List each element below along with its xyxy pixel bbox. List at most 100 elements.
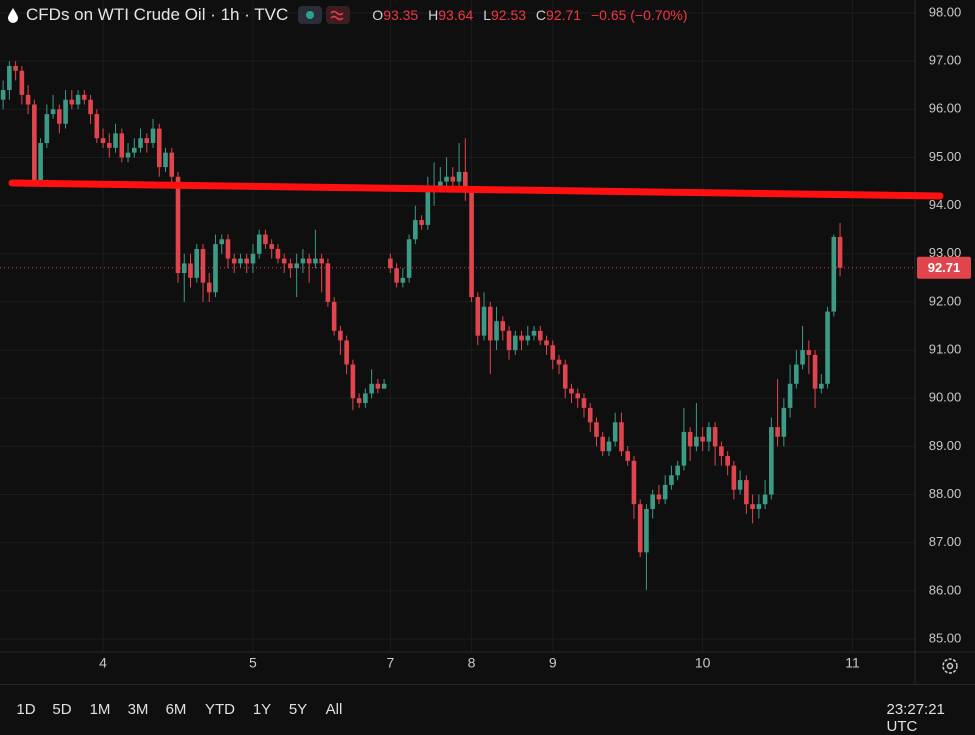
range-button[interactable]: 1Y [252,701,272,718]
candle-body [537,330,543,341]
candle-body [487,306,493,341]
candle-body [238,258,243,264]
y-tick-label: 95.00 [929,149,962,164]
candle-body [82,94,87,100]
candle-body [794,364,799,384]
y-tick-label: 87.00 [929,534,962,549]
candle-body [706,427,712,442]
candle-body [113,133,118,148]
range-button[interactable]: 5Y [288,701,308,718]
candle-body [394,268,399,283]
candle-body [331,301,337,331]
candle-body [13,65,18,71]
candle-body [756,504,762,509]
candle-body [525,335,531,341]
candle-body [0,90,6,100]
candle-body [38,143,43,182]
candle-body [44,114,50,144]
candle-body [562,364,568,389]
candle-body [25,94,31,105]
ohlc-key: C [535,7,547,23]
drop-icon [8,8,18,23]
candle-body [94,114,100,139]
candle-body [600,436,606,452]
candle-body [612,422,618,442]
candle-body [625,451,630,461]
settings-icon [942,658,958,674]
candle-body [319,258,324,264]
y-tick-label: 86.00 [929,582,962,597]
candle-body [662,484,668,500]
candle-body [581,398,587,408]
candle-body [338,330,343,341]
candle-body [156,128,162,168]
candle-body [231,258,237,264]
range-button[interactable]: All [325,701,343,718]
candle-body [800,350,805,365]
range-button[interactable]: 6M [165,701,187,718]
candle-body [150,128,156,144]
candle-body [325,263,331,302]
candle-body [57,109,62,124]
status-icons [298,6,351,24]
open-value: 93.35 [383,7,419,23]
settings-icon-core [946,662,954,670]
trend-line [8,179,944,200]
candle-body [681,431,687,466]
candle-body [100,138,106,144]
candle-body [7,65,12,91]
x-tick-label: 8 [468,655,476,671]
candle-body [400,277,406,283]
candle-body [63,99,68,124]
candle-body [456,171,462,182]
candle-body [569,388,574,394]
candle-body [269,244,274,249]
candle-body [256,234,262,254]
candle-body [50,109,56,115]
ohlc-legend: O93.35 H93.64 L92.53 C92.71 −0.65 (−0.70… [366,7,687,23]
candle-body [656,494,662,500]
candle-body [494,321,499,341]
range-button[interactable]: YTD [205,701,235,718]
candle-body [169,152,175,177]
y-tick-label: 91.00 [929,342,962,357]
x-tick-label: 7 [386,655,394,671]
candle-body [213,244,218,293]
y-tick-label: 85.00 [929,630,962,645]
candle-body [69,99,75,105]
ohlc-key: H [428,7,439,23]
low-value: 92.53 [490,7,527,23]
last-price-label: 92.71 [928,260,961,275]
candle-body [575,393,581,399]
candle-body [806,350,812,355]
y-tick-label: 94.00 [929,197,962,212]
candle-body [787,383,793,408]
candle-body [300,258,306,264]
candle-body [550,345,556,360]
x-tick-label: 11 [845,655,860,671]
symbol-title: CFDs on WTI Crude Oil · 1h · TVC [26,5,289,24]
candle-body [244,258,250,264]
candle-body [544,340,549,346]
candle-body [712,427,718,447]
candle-body [175,176,181,274]
candle-body [469,191,474,298]
range-button[interactable]: 1D [16,701,36,718]
y-tick-label: 89.00 [929,438,962,453]
candle-body [75,94,81,105]
candle-body [687,431,693,447]
candle-body [594,422,599,437]
candle-body [138,138,143,148]
candle-body [438,181,443,187]
range-button[interactable]: 1M [89,701,111,718]
candle-body [719,446,724,457]
candle-body [650,494,655,509]
candle-body [831,236,837,312]
range-button[interactable]: 5D [52,701,72,718]
range-button[interactable]: 3M [127,701,149,718]
clock: 23:27:21 UTC [886,701,945,735]
x-tick-label: 4 [99,655,107,671]
candle-body [700,436,705,442]
x-tick-label: 9 [549,655,557,671]
